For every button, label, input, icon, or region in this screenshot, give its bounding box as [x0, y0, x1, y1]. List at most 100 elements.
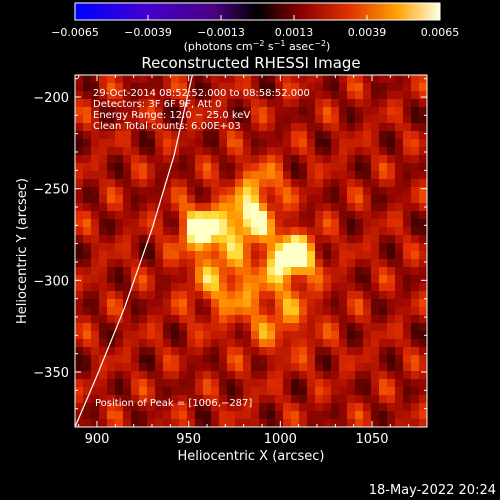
heatmap-cell	[187, 139, 196, 148]
heatmap-cell	[419, 235, 427, 244]
heatmap-cell	[299, 99, 308, 108]
heatmap-cell	[123, 203, 132, 212]
heatmap-cell	[203, 331, 212, 340]
heatmap-cell	[163, 283, 172, 292]
heatmap-cell	[131, 139, 140, 148]
heatmap-cell	[187, 243, 196, 252]
heatmap-cell	[371, 267, 380, 276]
heatmap-cell	[403, 347, 412, 356]
heatmap-cell	[155, 187, 164, 196]
heatmap-cell	[91, 323, 100, 332]
heatmap-cell	[235, 323, 244, 332]
heatmap-cell	[123, 267, 132, 276]
heatmap-cell	[83, 371, 92, 380]
heatmap-cell	[91, 395, 100, 404]
heatmap-cell	[275, 395, 284, 404]
heatmap-cell	[99, 243, 108, 252]
heatmap-cell	[179, 163, 188, 172]
heatmap-cell	[395, 267, 404, 276]
heatmap-cell	[379, 107, 388, 116]
heatmap-cell	[91, 299, 100, 308]
heatmap-cell	[339, 243, 348, 252]
heatmap-cell	[363, 307, 372, 316]
heatmap-cell	[107, 147, 116, 156]
heatmap-cell	[107, 251, 116, 260]
heatmap-cell	[419, 355, 427, 364]
heatmap-cell	[115, 123, 124, 132]
heatmap-cell	[171, 355, 180, 364]
heatmap-cell	[123, 371, 132, 380]
heatmap-cell	[347, 195, 356, 204]
heatmap-cell	[99, 171, 108, 180]
heatmap-cell	[91, 187, 100, 196]
heatmap-cell	[91, 347, 100, 356]
heatmap-cell	[195, 171, 204, 180]
heatmap-cell	[163, 331, 172, 340]
heatmap-cell	[267, 123, 276, 132]
heatmap-cell	[211, 75, 220, 84]
heatmap-cell	[147, 91, 156, 100]
heatmap-cell	[307, 171, 316, 180]
heatmap-cell	[91, 91, 100, 100]
heatmap-cell	[203, 83, 212, 92]
heatmap-cell	[107, 219, 116, 228]
heatmap-cell	[171, 243, 180, 252]
heatmap-cell	[315, 147, 324, 156]
heatmap-cell	[91, 355, 100, 364]
heatmap-cell	[155, 251, 164, 260]
heatmap-cell	[347, 419, 356, 427]
heatmap-cell	[99, 371, 108, 380]
heatmap-cell	[235, 395, 244, 404]
y-tick-label: −250	[33, 183, 69, 198]
heatmap-cell	[387, 323, 396, 332]
heatmap-cell	[403, 91, 412, 100]
heatmap-cell	[219, 139, 228, 148]
heatmap-cell	[75, 363, 84, 372]
heatmap-cell	[227, 203, 236, 212]
heatmap-cell	[171, 411, 180, 420]
heatmap-cell	[387, 371, 396, 380]
heatmap-cell	[219, 155, 228, 164]
heatmap-cell	[75, 83, 84, 92]
heatmap-cell	[235, 123, 244, 132]
heatmap-cell	[387, 187, 396, 196]
heatmap-cell	[179, 179, 188, 188]
heatmap-cell	[195, 411, 204, 420]
heatmap-cell	[331, 387, 340, 396]
heatmap-cell	[315, 283, 324, 292]
heatmap-cell	[403, 411, 412, 420]
heatmap-cell	[91, 99, 100, 108]
heatmap-cell	[315, 363, 324, 372]
heatmap-cell	[307, 83, 316, 92]
heatmap-cell	[131, 115, 140, 124]
heatmap-cell	[371, 339, 380, 348]
heatmap-cell	[347, 203, 356, 212]
heatmap-cell	[155, 147, 164, 156]
heatmap-cell	[387, 195, 396, 204]
heatmap-cell	[171, 387, 180, 396]
heatmap-cell	[131, 259, 140, 268]
heatmap-cell	[411, 419, 420, 427]
heatmap-cell	[131, 187, 140, 196]
heatmap-cell	[307, 155, 316, 164]
heatmap-cell	[171, 315, 180, 324]
heatmap-cell	[291, 283, 300, 292]
heatmap-cell	[155, 99, 164, 108]
heatmap-cell	[379, 235, 388, 244]
heatmap-cell	[91, 107, 100, 116]
heatmap-cell	[355, 227, 364, 236]
heatmap-cell	[187, 291, 196, 300]
heatmap-cell	[395, 163, 404, 172]
heatmap-cell	[291, 163, 300, 172]
heatmap-cell	[307, 323, 316, 332]
heatmap-cell	[283, 91, 292, 100]
heatmap-cell	[347, 291, 356, 300]
heatmap-cell	[227, 195, 236, 204]
heatmap-cell	[171, 419, 180, 427]
heatmap-cell	[99, 259, 108, 268]
heatmap-cell	[147, 123, 156, 132]
heatmap-cell	[403, 419, 412, 427]
heatmap-cell	[267, 267, 276, 276]
heatmap-cell	[323, 307, 332, 316]
heatmap-cell	[275, 323, 284, 332]
